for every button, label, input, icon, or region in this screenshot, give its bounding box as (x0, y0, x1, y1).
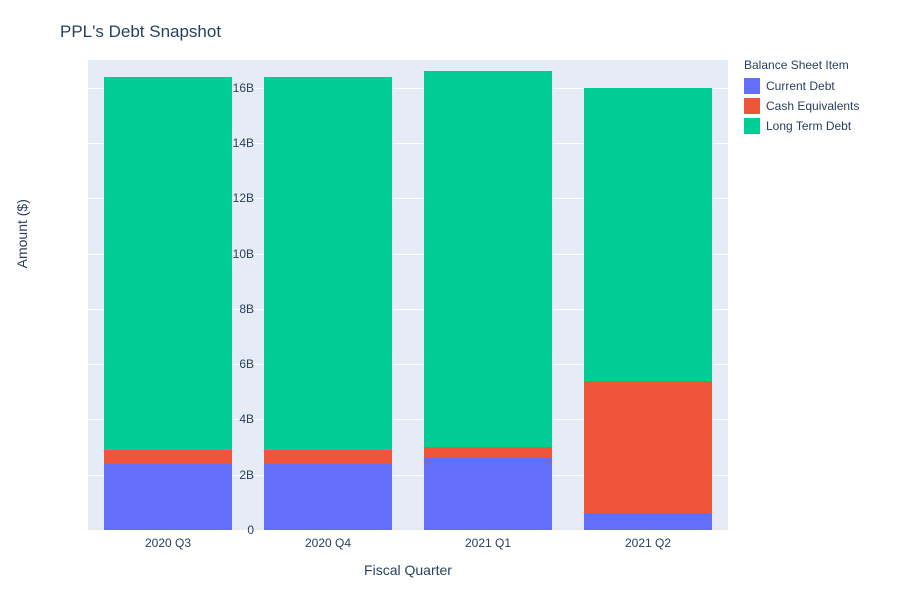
plot-area (88, 60, 728, 530)
y-tick-label: 2B (214, 468, 254, 482)
y-tick-label: 0 (214, 523, 254, 537)
bar-segment (264, 450, 392, 464)
bar-segment (104, 450, 232, 464)
y-tick-label: 8B (214, 302, 254, 316)
legend-label: Current Debt (766, 79, 835, 93)
bar-segment (584, 88, 712, 381)
bar-segment (424, 71, 552, 447)
legend-swatch (744, 118, 760, 134)
bar-segment (264, 464, 392, 530)
x-tick-label: 2020 Q3 (145, 536, 191, 550)
bar-segment (584, 513, 712, 530)
legend-swatch (744, 78, 760, 94)
gridline (88, 530, 728, 531)
y-tick-label: 6B (214, 357, 254, 371)
bar-segment (424, 447, 552, 458)
x-axis-label: Fiscal Quarter (364, 562, 452, 578)
y-axis-label: Amount ($) (14, 199, 30, 268)
x-tick-label: 2021 Q1 (465, 536, 511, 550)
x-tick-label: 2020 Q4 (305, 536, 351, 550)
bar-segment (104, 77, 232, 450)
y-tick-label: 4B (214, 412, 254, 426)
y-tick-label: 10B (214, 247, 254, 261)
chart-title: PPL's Debt Snapshot (60, 22, 221, 42)
y-tick-label: 14B (214, 136, 254, 150)
bar-segment (104, 464, 232, 530)
legend-swatch (744, 98, 760, 114)
legend-label: Cash Equivalents (766, 99, 859, 113)
bar-segment (264, 77, 392, 450)
y-tick-label: 12B (214, 191, 254, 205)
legend: Balance Sheet Item Current Debt Cash Equi… (744, 58, 859, 138)
x-tick-label: 2021 Q2 (625, 536, 671, 550)
y-tick-label: 16B (214, 81, 254, 95)
legend-title: Balance Sheet Item (744, 58, 859, 72)
bar-segment (584, 381, 712, 514)
legend-item[interactable]: Current Debt (744, 78, 859, 94)
legend-label: Long Term Debt (766, 119, 851, 133)
bar-segment (424, 458, 552, 530)
legend-item[interactable]: Long Term Debt (744, 118, 859, 134)
legend-item[interactable]: Cash Equivalents (744, 98, 859, 114)
